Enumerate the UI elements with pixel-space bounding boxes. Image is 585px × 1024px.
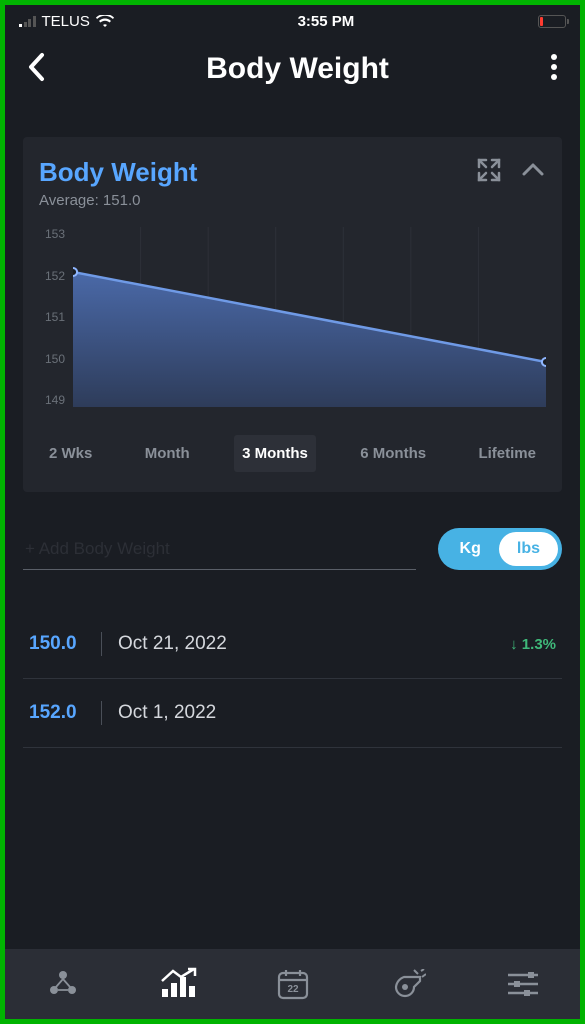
nav-whistle[interactable] <box>380 956 436 1012</box>
weight-entry[interactable]: 152.0 Oct 1, 2022 <box>23 679 562 748</box>
more-menu-button[interactable] <box>550 53 558 86</box>
weight-chart <box>73 227 546 407</box>
weight-entry[interactable]: 150.0 Oct 21, 2022↓ 1.3% <box>23 610 562 679</box>
entry-value: 150.0 <box>29 633 101 655</box>
entries-list: 150.0 Oct 21, 2022↓ 1.3% 152.0 Oct 1, 2022 <box>23 610 562 748</box>
bottom-nav: 22 <box>5 949 580 1019</box>
chart-area: 153 152 151 150 149 <box>39 227 546 407</box>
page-title: Body Weight <box>206 52 389 86</box>
add-row: Kglbs <box>23 528 562 570</box>
y-tick: 152 <box>39 269 65 283</box>
status-bar: TELUS 3:55 PM <box>5 5 580 37</box>
nav-calendar[interactable]: 22 <box>265 956 321 1012</box>
status-right <box>538 15 566 28</box>
back-button[interactable] <box>27 52 45 87</box>
y-tick: 150 <box>39 352 65 366</box>
range-tab-month[interactable]: Month <box>137 435 198 472</box>
entry-value: 152.0 <box>29 702 101 724</box>
chart-y-axis: 153 152 151 150 149 <box>39 227 73 407</box>
unit-option-kg[interactable]: Kg <box>442 532 499 566</box>
range-tab-2-wks[interactable]: 2 Wks <box>41 435 100 472</box>
battery-icon <box>538 15 566 28</box>
entry-date: Oct 1, 2022 <box>118 702 556 724</box>
signal-icon <box>19 15 36 27</box>
card-header: Body Weight Average: 151.0 <box>39 157 546 209</box>
y-tick: 153 <box>39 227 65 241</box>
y-tick: 151 <box>39 310 65 324</box>
add-weight-input[interactable] <box>23 529 416 570</box>
unit-toggle: Kglbs <box>438 528 562 570</box>
range-tab-lifetime[interactable]: Lifetime <box>470 435 544 472</box>
range-tabs: 2 Wks Month 3 Months 6 Months Lifetime <box>39 435 546 472</box>
phone-frame: TELUS 3:55 PM Body Weight Body Weight Av… <box>5 5 580 1019</box>
app-header: Body Weight <box>5 37 580 101</box>
y-tick: 149 <box>39 393 65 407</box>
range-tab-6-months[interactable]: 6 Months <box>352 435 434 472</box>
entry-date: Oct 21, 2022 <box>118 633 510 655</box>
card-average: Average: 151.0 <box>39 192 197 209</box>
unit-option-lbs[interactable]: lbs <box>499 532 558 566</box>
nav-stats[interactable] <box>150 956 206 1012</box>
range-tab-3-months[interactable]: 3 Months <box>234 435 316 472</box>
nav-community[interactable] <box>35 956 91 1012</box>
clock: 3:55 PM <box>298 13 355 30</box>
entry-delta: ↓ 1.3% <box>510 636 556 653</box>
collapse-icon[interactable] <box>520 157 546 188</box>
carrier-label: TELUS <box>42 13 90 30</box>
weight-card: Body Weight Average: 151.0 1531521511501… <box>23 137 562 492</box>
expand-icon[interactable] <box>476 157 502 188</box>
status-left: TELUS <box>19 13 114 30</box>
nav-settings[interactable] <box>495 956 551 1012</box>
wifi-icon <box>96 15 114 28</box>
svg-text:22: 22 <box>287 984 299 995</box>
card-title: Body Weight <box>39 157 197 188</box>
